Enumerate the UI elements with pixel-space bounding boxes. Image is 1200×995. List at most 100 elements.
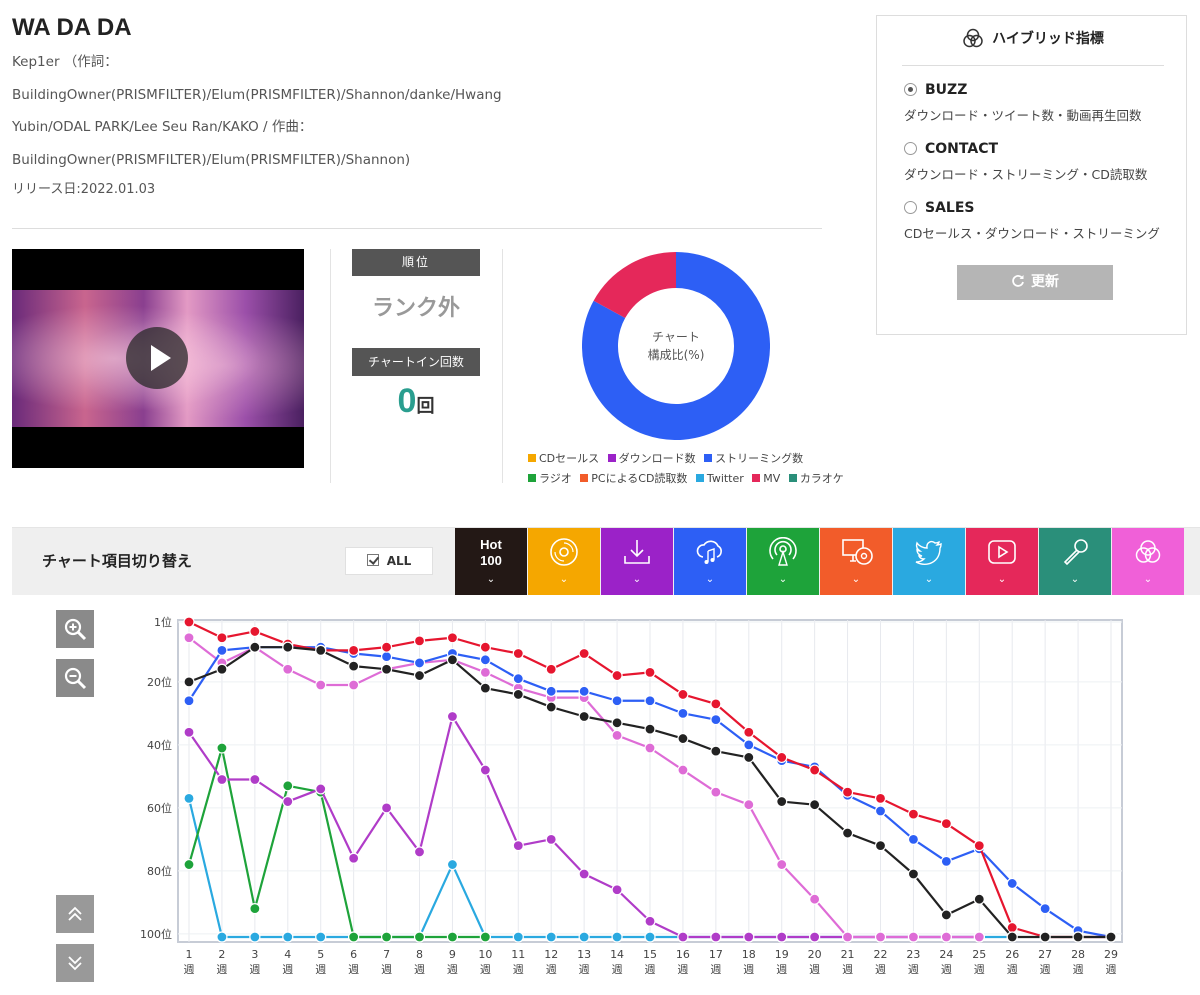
all-toggle-button[interactable]: ALL (345, 547, 433, 575)
legend-item: PCによるCD読取数 (580, 470, 687, 486)
data-point (940, 909, 952, 921)
legend-item: Twitter (695, 472, 744, 485)
data-point (710, 698, 722, 710)
data-point (874, 792, 887, 804)
data-point (216, 931, 228, 943)
double-chevron-down-icon (68, 956, 82, 971)
data-point (578, 710, 590, 723)
rank-value: ランク外 (371, 296, 460, 321)
data-point (348, 644, 360, 656)
tab-karaoke[interactable]: ⌄ (1039, 528, 1111, 595)
cd-icon (550, 538, 578, 566)
data-point (413, 931, 426, 943)
rank-history-chart: 1位 20位 40位 60位 80位 100位 1 週 2 週 3 週 4 週 5 週 6 週 7 週 8 週 9 週 10 週 1… (140, 615, 1123, 976)
data-point (743, 739, 755, 751)
data-point (413, 846, 426, 858)
tab-twitter[interactable]: ⌄ (893, 528, 965, 595)
data-point (578, 647, 590, 660)
data-point (578, 868, 590, 880)
scroll-top-button[interactable] (56, 895, 94, 933)
x-tick-unit: 週 (184, 963, 195, 976)
radio-label: SALES (904, 197, 1160, 219)
x-tick-unit: 週 (1073, 963, 1084, 976)
data-point (512, 840, 524, 852)
x-tick-unit: 週 (875, 963, 886, 976)
tab-hot100[interactable]: Hot 100 ⌄ (455, 528, 527, 595)
radio-circle[interactable] (904, 142, 917, 155)
x-tick-unit: 週 (1106, 963, 1117, 976)
radio-sales[interactable]: SALES CDセールス・ダウンロード・ストリーミング (904, 197, 1160, 242)
tab-mv[interactable]: ⌄ (966, 528, 1038, 595)
x-tick-unit: 週 (480, 963, 491, 976)
data-point (249, 903, 261, 915)
data-point (841, 827, 854, 839)
x-tick-unit: 週 (447, 963, 458, 976)
y-tick-label: 100位 (140, 927, 172, 941)
chartin-count: 0回 (352, 382, 480, 421)
tab-download[interactable]: ⌄ (601, 528, 673, 595)
data-point (413, 657, 426, 669)
update-button[interactable]: 更新 (957, 265, 1113, 300)
video-player[interactable] (12, 249, 304, 468)
x-tick-label: 6 (350, 948, 357, 961)
x-tick-unit: 週 (908, 963, 919, 976)
zoom-out-button[interactable] (56, 659, 94, 697)
legend-item: CDセールス (528, 450, 599, 466)
composition-legend: CDセールス ダウンロード数 ストリーミング数 ラジオ PCによるCD読取数 T… (528, 450, 868, 490)
radio-circle[interactable] (904, 201, 917, 214)
legend-swatch (528, 454, 536, 462)
radio-description: CDセールス・ダウンロード・ストリーミング (904, 226, 1160, 241)
data-point (183, 858, 195, 871)
scroll-bottom-button[interactable] (56, 944, 94, 982)
data-point (874, 805, 887, 817)
radio-circle[interactable] (904, 83, 917, 96)
credit-line: BuildingOwner(PRISMFILTER)/Elum(PRISMFIL… (12, 151, 411, 168)
song-info: WA DA DA Kep1er （作詞： BuildingOwner(PRISM… (12, 14, 824, 197)
tab-streaming[interactable]: ⌄ (674, 528, 746, 595)
donut-slice (582, 252, 770, 440)
data-point (380, 651, 393, 663)
zoom-in-icon (64, 618, 87, 641)
checkbox-icon[interactable] (366, 554, 379, 566)
donut-slice (593, 252, 677, 319)
legend-swatch (695, 474, 704, 482)
hybrid-panel: ハイブリッド指標 BUZZ ダウンロード・ツイート数・動画再生回数 CONTAC… (876, 15, 1187, 335)
data-point (282, 663, 294, 675)
karaoke-icon (1063, 539, 1088, 566)
data-point (545, 663, 557, 675)
data-point (183, 676, 195, 688)
data-point (216, 632, 228, 644)
data-point (644, 666, 656, 679)
legend-label: Twitter (706, 472, 744, 485)
x-tick-label: 21 (841, 948, 855, 961)
zoom-in-button[interactable] (56, 610, 94, 648)
tab-hybrid[interactable]: ⌄ (1112, 528, 1184, 595)
radio-buzz[interactable]: BUZZ ダウンロード・ツイート数・動画再生回数 (904, 79, 1142, 124)
legend-swatch (752, 474, 761, 482)
legend-item: ダウンロード数 (607, 450, 696, 466)
tab-pc-cd[interactable]: ⌄ (820, 528, 892, 595)
data-point (315, 644, 327, 656)
data-point (776, 858, 788, 871)
play-icon[interactable] (126, 327, 188, 389)
tab-radio[interactable]: ⌄ (747, 528, 819, 595)
data-point (413, 669, 426, 682)
data-point (677, 931, 689, 943)
data-point (940, 855, 952, 867)
legend-label: PCによるCD読取数 (591, 472, 688, 485)
data-point (1006, 877, 1018, 890)
all-label: ALL (386, 554, 412, 568)
data-point (446, 931, 459, 943)
data-point (380, 931, 393, 943)
x-tick-unit: 週 (974, 963, 985, 976)
data-point (183, 792, 195, 804)
chevron-down-icon: ⌄ (1143, 574, 1153, 585)
donut-label-line1: チャート (652, 330, 700, 344)
data-point (874, 931, 887, 943)
tab-cd[interactable]: ⌄ (528, 528, 600, 595)
radio-contact[interactable]: CONTACT ダウンロード・ストリーミング・CD読取数 (904, 138, 1147, 183)
data-point (677, 688, 689, 701)
twitter-icon (915, 540, 942, 566)
radio-description: ダウンロード・ツイート数・動画再生回数 (904, 108, 1142, 123)
data-point (380, 802, 393, 814)
